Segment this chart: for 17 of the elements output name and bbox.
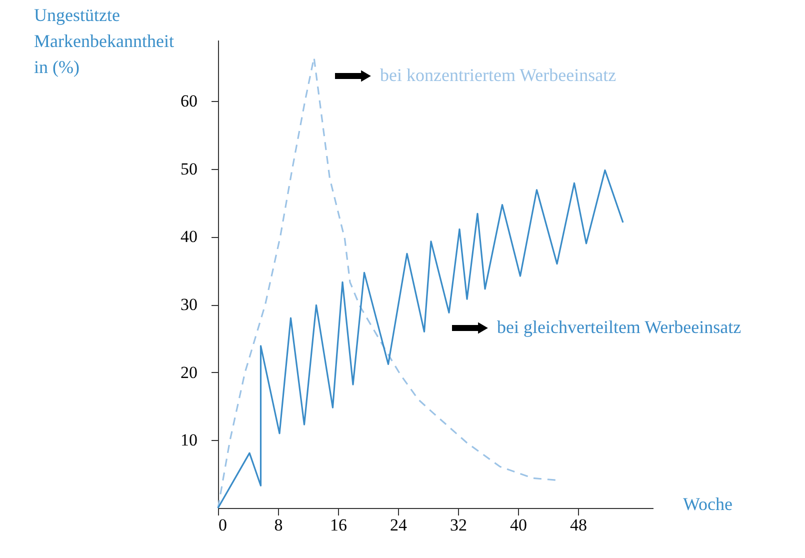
- y-tick-label: 50: [180, 159, 198, 178]
- x-tick-label: 32: [450, 516, 467, 534]
- x-tick-label: 8: [274, 516, 283, 534]
- x-tick-label: 48: [570, 516, 587, 534]
- y-tick-label: 20: [180, 362, 198, 382]
- y-tick-label: 30: [180, 295, 198, 314]
- y-axis-title: Ungestützte Markenbekanntheit in (%): [34, 5, 174, 77]
- x-tick-label: 40: [510, 516, 527, 534]
- y-tick-label: 60: [180, 92, 198, 111]
- y-tick-label: 40: [180, 227, 198, 246]
- text: bei konzentriertem Werbeeinsatz: [380, 65, 616, 85]
- x-tick-label: 24: [390, 516, 408, 534]
- y-tick-label: 10: [180, 430, 198, 450]
- x-tick-label: 16: [330, 516, 347, 534]
- series-label: bei gleichverteiltem Werbeeinsatz: [497, 317, 742, 337]
- x-tick-label: 0: [218, 516, 227, 534]
- x-axis-title: Woche: [683, 494, 733, 514]
